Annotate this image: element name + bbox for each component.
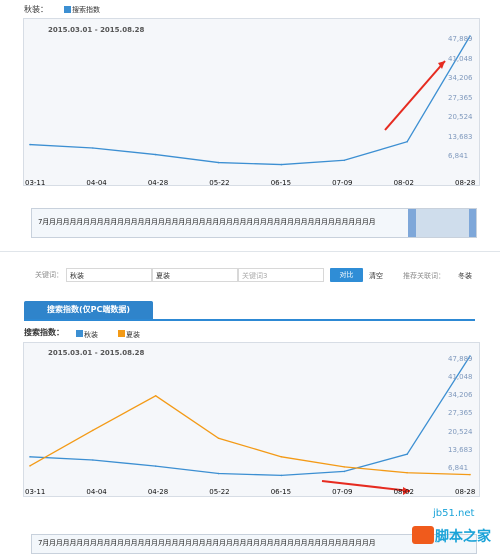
bottom-chart-point-1-0 [29,465,31,467]
bottom-red-arrow-head [403,487,410,495]
top-chart-point-0-0 [29,143,31,146]
top-y-labels-tick-1: 13,683 [448,132,473,141]
top-x-labels-x-7: 08-28 [455,179,476,187]
bottom-legend-orange-label: 夏装 [126,331,140,339]
bottom-x-labels-x-5: 07-09 [332,488,353,496]
bottom-chart-point-0-6 [406,453,408,455]
bottom-chart-point-1-2 [154,394,157,397]
bottom-y-labels-tick-2: 20,524 [448,427,473,436]
top-range-slider[interactable]: 7月月月月月月月月月月月月月月月月月月月月月月月月月月月月月月月月月月月月月月月… [31,208,477,238]
keyword-2-input[interactable]: 夏装 [152,268,238,282]
top-x-labels-x-3: 05-22 [209,179,230,187]
keyword-1-input[interactable]: 秋装 [66,268,152,282]
top-y-labels-tick-0: 6,841 [448,152,469,161]
bottom-y-labels-tick-5: 41,048 [448,373,473,382]
top-x-labels-x-1: 04-04 [86,179,107,187]
top-legend-title: 秋装： [24,5,48,14]
bottom-month-strip: 7月月月月月月月月月月月月月月月月月月月月月月月月月月月月月月月月月月月月月月月… [38,539,376,547]
bottom-legend-title: 搜索指数： [24,328,64,337]
tab-underline [24,319,475,321]
keyword-label: 关键词： [35,271,63,279]
bottom-chart-point-0-3 [217,472,220,475]
bottom-legend-blue-label: 秋装 [84,331,98,339]
bottom-y-labels-tick-3: 27,365 [448,409,473,418]
bottom-x-labels-x-7: 08-28 [455,488,476,496]
top-legend-label: 搜索指数 [72,6,100,14]
top-y-labels-tick-6: 47,889 [448,35,473,44]
keyword-3-input[interactable]: 关键词3 [238,268,324,282]
recommend-value[interactable]: 冬装 [458,272,472,280]
top-month-strip: 7月月月月月月月月月月月月月月月月月月月月月月月月月月月月月月月月月月月月月月月… [38,218,376,226]
top-chart-point-0-4 [280,163,283,166]
bottom-chart-point-0-1 [92,459,94,461]
watermark-logo [412,526,434,544]
bottom-chart-point-1-1 [92,429,94,432]
recommend-label: 推荐关联词： [403,272,445,280]
compare-button[interactable]: 对比 [330,268,363,282]
bottom-chart-point-1-5 [343,466,346,468]
top-y-labels-tick-4: 34,206 [448,74,473,83]
bottom-y-labels-tick-1: 13,683 [448,445,473,454]
top-x-labels-x-4: 06-15 [270,179,292,187]
bottom-chart-point-0-7 [469,355,471,357]
bottom-x-labels-x-6: 08-02 [393,488,414,496]
bottom-x-labels-x-0: 03-11 [25,488,46,496]
top-x-labels-x-5: 07-09 [332,179,353,187]
bottom-chart-series-0 [29,355,471,477]
bottom-y-labels-tick-0: 6,841 [448,463,469,472]
top-chart-panel [23,18,480,186]
watermark-site: jb51.net [433,508,475,519]
bottom-red-arrow-line [321,480,411,492]
top-red-arrow-head [438,61,445,69]
bottom-chart-point-1-7 [469,473,471,476]
bottom-chart-series-1 [29,395,471,476]
top-chart-point-0-3 [217,161,220,164]
bottom-y-labels-tick-4: 34,206 [448,391,473,400]
bottom-legend-blue-marker [76,330,83,337]
top-chart-point-0-1 [92,147,94,149]
top-y-labels-tick-2: 20,524 [448,113,473,122]
bottom-chart-point-0-5 [343,470,346,473]
top-x-labels-x-0: 03-11 [25,179,46,187]
bottom-chart-point-0-2 [154,465,157,467]
tab-search-index-pc[interactable]: 搜索指数(仅PC端数据) [24,301,153,319]
bottom-chart-panel [23,342,480,497]
top-y-labels-tick-3: 27,365 [448,93,473,102]
section-divider [0,251,500,252]
top-red-arrow-line [384,60,446,131]
top-chart-point-0-5 [343,159,346,162]
watermark-brand: 脚本之家 [435,529,491,545]
bottom-chart-point-1-3 [217,437,220,440]
bottom-y-labels-tick-6: 47,889 [448,354,473,363]
bottom-x-labels-x-2: 04-28 [147,488,169,496]
top-chart-point-0-7 [469,35,471,37]
top-x-labels-x-6: 08-02 [393,179,414,187]
top-chart-point-0-6 [406,140,408,143]
top-selected-range[interactable] [410,209,472,237]
bottom-x-labels-x-4: 06-15 [270,488,292,496]
bottom-x-labels-x-3: 05-22 [209,488,230,496]
top-y-labels-tick-5: 41,048 [448,54,473,63]
bottom-chart-point-1-4 [280,456,283,458]
top-x-labels-x-2: 04-28 [147,179,169,187]
top-chart-series-0 [29,35,471,166]
bottom-chart-point-0-4 [280,474,283,477]
top-legend-blue-marker [64,6,71,13]
bottom-date-range: 2015.03.01 - 2015.08.28 [48,349,145,357]
clear-link[interactable]: 清空 [369,272,383,280]
top-date-range: 2015.03.01 - 2015.08.28 [48,26,145,34]
top-range-handle-right[interactable] [469,209,476,237]
bottom-range-slider[interactable]: 7月月月月月月月月月月月月月月月月月月月月月月月月月月月月月月月月月月月月月月月… [31,534,477,554]
bottom-legend-orange-marker [118,330,125,337]
top-chart-point-0-2 [154,153,157,156]
bottom-chart-point-1-6 [406,471,408,474]
bottom-chart-point-0-0 [29,456,31,458]
bottom-x-labels-x-1: 04-04 [86,488,107,496]
top-range-handle-left[interactable] [408,209,416,237]
